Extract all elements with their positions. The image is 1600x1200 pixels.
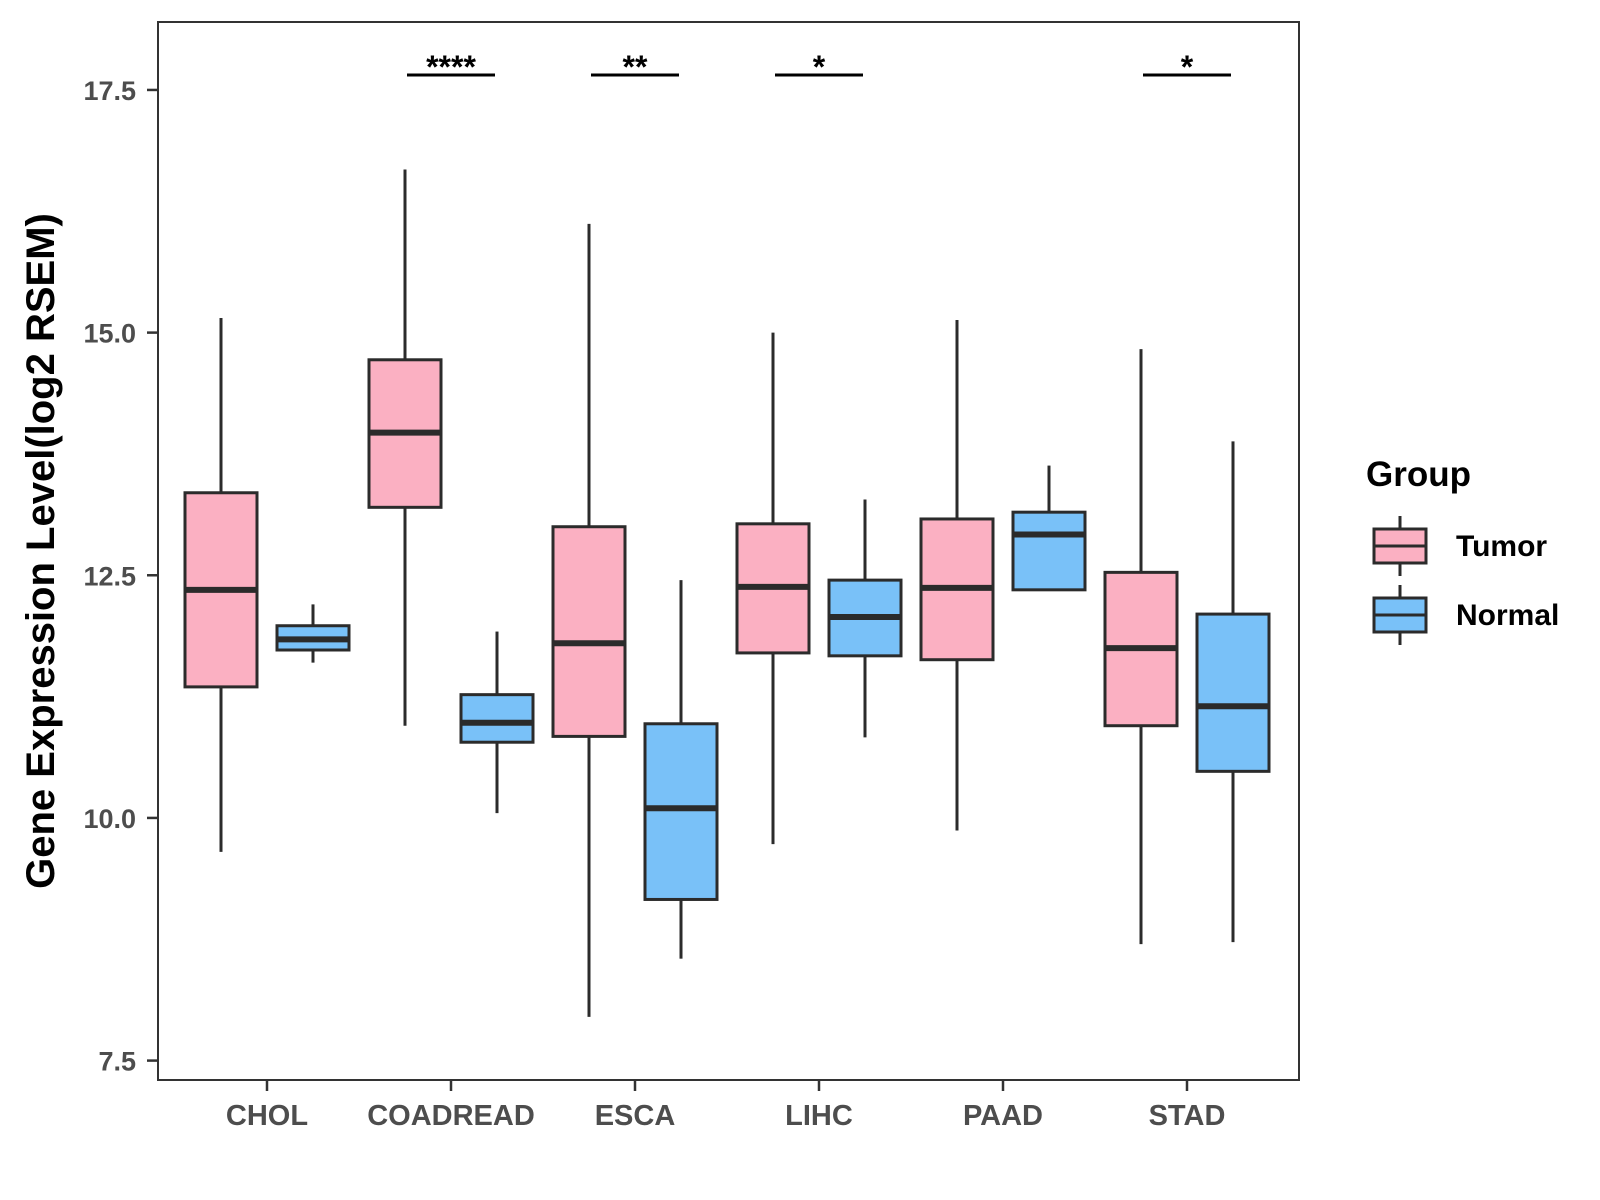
legend-title: Group [1366,455,1471,494]
x-tick-label: COADREAD [367,1100,535,1132]
x-tick-label: PAAD [963,1100,1043,1132]
box-body [459,693,535,744]
y-axis: 7.5 10.0 12.5 15.0 17.5 [83,76,158,1077]
significance-label: **** [426,49,476,85]
box-body [643,722,719,901]
box-body [551,525,627,738]
box-normal-stad [1195,441,1271,943]
box-group [183,169,1271,1017]
legend-label: Normal [1456,599,1559,632]
box-tumor-coadread [367,169,443,726]
box-normal-chol [275,604,351,663]
box-tumor-chol [183,318,259,852]
y-tick-label: 12.5 [83,561,136,591]
significance-label: * [813,49,826,85]
x-axis: CHOL COADREAD ESCA LIHC PAAD STAD [226,1080,1225,1132]
legend-item-normal: Normal [1372,585,1559,645]
x-tick-label: CHOL [226,1100,308,1132]
legend-items: Tumor Normal [1372,516,1559,645]
y-tick-label: 17.5 [83,76,136,106]
box-normal-esca [643,580,719,959]
y-tick-label: 7.5 [98,1047,136,1077]
significance-label: ** [623,49,648,85]
legend-item-tumor: Tumor [1372,516,1547,576]
box-tumor-lihc [735,332,811,845]
significance-annotations: **** ** * * [407,49,1231,85]
y-axis-title: Gene Expression Level(log2 RSEM) [19,213,63,889]
y-tick-label: 15.0 [83,319,136,349]
x-tick-label: LIHC [785,1100,853,1132]
box-normal-paad [1011,465,1087,592]
y-tick-label: 10.0 [83,804,136,834]
legend-label: Tumor [1456,530,1547,563]
box-tumor-paad [919,319,995,831]
box-body [1195,612,1271,773]
legend: Group Tumor Normal [1366,455,1559,645]
box-normal-coadread [459,631,535,814]
box-tumor-esca [551,223,627,1017]
box-body [1011,510,1087,592]
box-tumor-stad [1103,349,1179,945]
significance-label: * [1181,49,1194,85]
x-tick-label: ESCA [595,1100,676,1132]
box-normal-lihc [827,499,903,738]
x-tick-label: STAD [1149,1100,1226,1132]
plot-panel [157,21,1300,1081]
